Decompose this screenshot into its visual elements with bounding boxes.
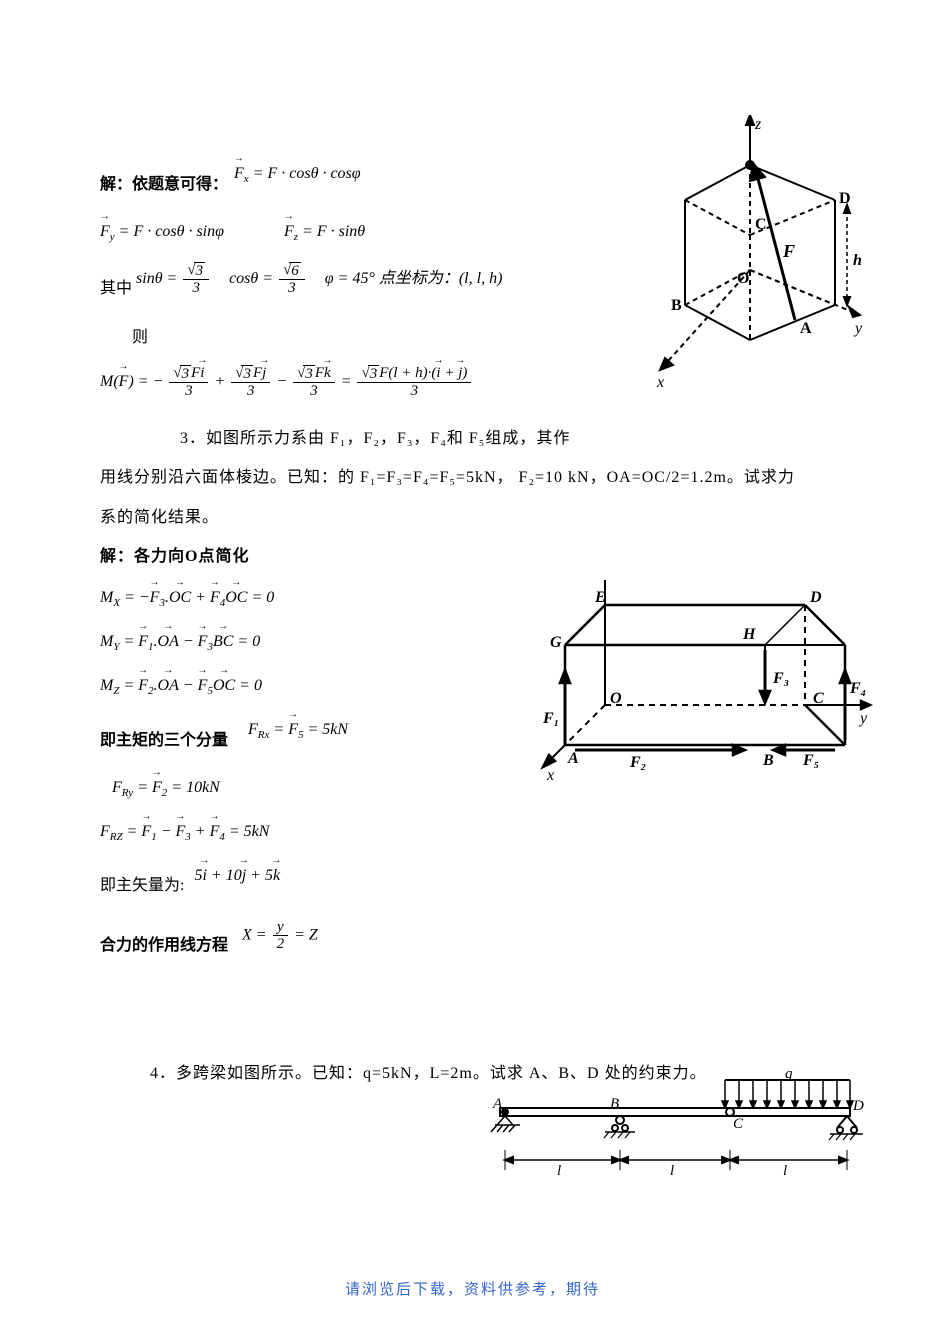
sol1-fy: Fy = F · cosθ · sinφ: [100, 218, 224, 248]
sol1-cos: cosθ = 63: [229, 262, 307, 297]
problem3-line1: 3．如图所示力系由 F₁，F₂，F₃，F₄和 F₅组成，其作: [180, 426, 845, 452]
d2-D: D: [809, 589, 822, 606]
sol3-lineeq: X = y2 = Z: [242, 919, 318, 953]
force-f-label: F: [782, 241, 795, 261]
page-footer: 请浏览后下载，资料供参考，期待: [345, 1278, 600, 1299]
d3-l1: l: [557, 1163, 561, 1179]
d2-C: C: [813, 690, 824, 707]
d2-F3: F₃: [772, 670, 789, 687]
where-label: 其中: [100, 274, 132, 298]
axis-y-label: y: [853, 320, 863, 337]
d3-q: q: [785, 1070, 793, 1082]
d2-E: E: [594, 589, 606, 606]
sol1-sin: sinθ = 33: [136, 262, 211, 297]
sol3-mainvec-row: 即主矢量为: 5i + 10j + 5k: [100, 862, 845, 905]
problem3-line3: 系的简化结果。: [100, 505, 845, 531]
sol1-phi: φ = 45° 点坐标为：(l, l, h): [325, 265, 503, 294]
axis-z-label: z: [754, 116, 762, 133]
problem3-line2: 用线分别沿六面体棱边。已知：的 F₁=F₃=F₄=F₅=5kN， F₂=10 k…: [100, 465, 845, 491]
d3-l3: l: [783, 1163, 787, 1179]
d3-B: B: [610, 1096, 619, 1112]
sol3-frx: FRx = F5 = 5kN: [248, 716, 348, 746]
vertex-d-label: D: [839, 190, 851, 207]
d2-F1: F₁: [542, 710, 559, 727]
d3-D: D: [852, 1098, 864, 1114]
sol3-frz: FRZ = F1 − F3 + F4 = 5kN: [100, 818, 845, 848]
diagram-beam: q A B C D l l l: [485, 1070, 865, 1190]
d2-y: y: [858, 710, 868, 727]
page-content: z B C D O A F h y x 解：依题意可得： Fx = F · co…: [100, 160, 845, 1086]
d2-G: G: [550, 634, 562, 651]
d2-F4: F₄: [849, 680, 866, 697]
d2-A: A: [567, 750, 579, 767]
vertex-c-label: C: [755, 216, 767, 233]
diagram-hexahedron-forces: E D G H O C A B F₁ F₂ F₃ F₄ F₅ x y: [535, 575, 875, 805]
d2-x: x: [546, 767, 554, 784]
d2-O: O: [610, 690, 622, 707]
diagram-cube-force: z B C D O A F h y x: [605, 115, 865, 405]
d2-H: H: [742, 626, 756, 643]
sol3-lineeq-row: 合力的作用线方程 X = y2 = Z: [100, 919, 845, 967]
sol1-intro: 解：依题意可得：: [100, 170, 228, 194]
sol3-mainvec-label: 即主矢量为:: [100, 871, 184, 895]
d3-A: A: [492, 1096, 503, 1112]
d3-C: C: [733, 1116, 744, 1132]
vertex-b-label: B: [671, 297, 682, 314]
d2-F2: F₂: [629, 754, 646, 771]
d2-F5: F₅: [802, 752, 819, 769]
sol3-intro: 解：各力向O点简化: [100, 544, 845, 570]
d2-B: B: [762, 752, 774, 769]
origin-o-label: O: [737, 270, 749, 287]
sol3-lineeq-label: 合力的作用线方程: [100, 931, 228, 955]
dim-h-label: h: [853, 252, 862, 269]
vertex-a-label: A: [800, 320, 812, 337]
d3-l2: l: [670, 1163, 674, 1179]
axis-x-label: x: [656, 374, 664, 391]
sol1-fz: Fz = F · sinθ: [284, 218, 365, 248]
sol3-moment-label: 即主矩的三个分量: [100, 726, 228, 750]
sol3-mainvec: 5i + 10j + 5k: [194, 862, 280, 891]
sol1-fx: Fx = F · cosθ · cosφ: [234, 160, 361, 190]
